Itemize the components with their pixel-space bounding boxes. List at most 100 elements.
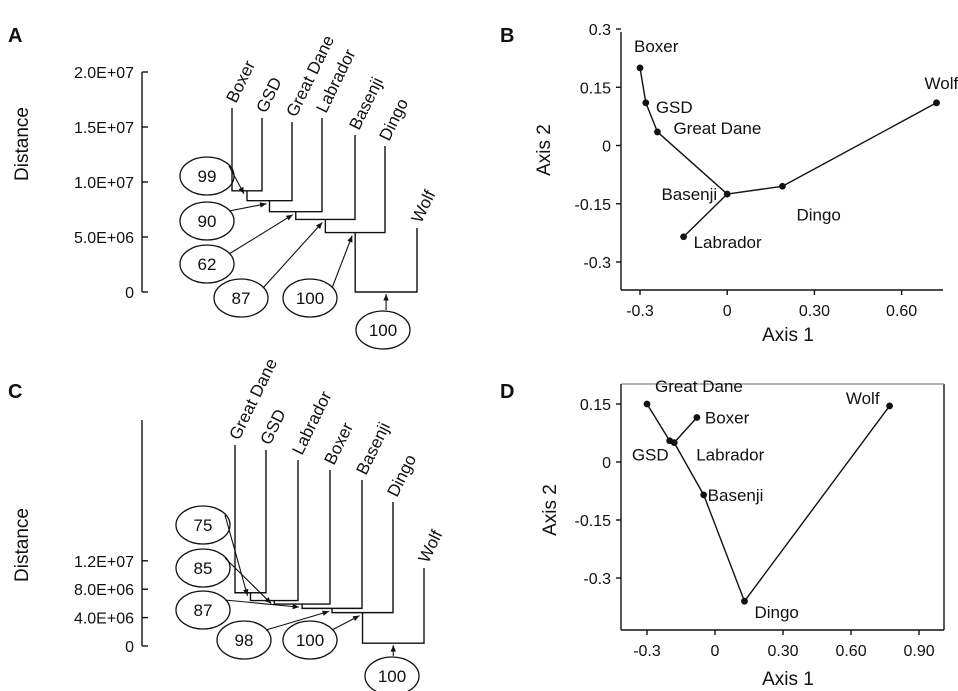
panel-c-bootstrap-arrowhead xyxy=(352,615,360,622)
panel-b-point-label-gsd: GSD xyxy=(656,98,693,117)
panel-d-edge xyxy=(646,403,671,442)
panel-c-bootstrap-ellipse xyxy=(282,620,338,660)
panel-c-y-tick-label: 8.0E+06 xyxy=(74,582,134,599)
panel-b-x-tick-label: 0 xyxy=(723,303,732,320)
panel-label-c: C xyxy=(8,381,22,403)
panel-b-x-tick-label: -0.3 xyxy=(626,303,654,320)
panel-a-y-tick-label: 0 xyxy=(125,285,134,302)
panel-c-bootstrap-ellipse xyxy=(175,590,231,630)
panel-a-branch xyxy=(246,122,293,202)
panel-b-point-label-labrador: Labrador xyxy=(694,233,762,252)
panel-d-x-axis-title: Axis 1 xyxy=(762,669,814,690)
panel-c-bootstrap-arrow xyxy=(265,610,330,631)
panel-c-bootstrap-arrowhead xyxy=(264,597,272,604)
panel-a-branch xyxy=(231,108,263,192)
panel-a-bootstrap-arrowhead xyxy=(316,222,323,230)
panel-c-bootstrap-arrow xyxy=(224,599,300,608)
panel-c-bootstrap-ellipse xyxy=(364,656,420,691)
panel-a-leaf-label-boxer: Boxer xyxy=(223,57,260,106)
panel-a-bootstrap-value: 100 xyxy=(296,289,324,308)
panel-d-point-label-great-dane: Great Dane xyxy=(655,377,743,396)
panel-c-y-axis-title: Distance xyxy=(12,508,33,582)
panel-b-x-axis-title: Axis 1 xyxy=(762,325,814,346)
panel-b-y-tick-label: 0.3 xyxy=(589,22,611,39)
panel-a-y-tick-label: 1.5E+07 xyxy=(74,120,134,137)
panel-b-point-great-dane xyxy=(654,128,661,136)
panel-b-edge xyxy=(782,102,937,187)
panel-c-branch xyxy=(234,445,267,594)
panel-c-leaf-label-gsd: GSD xyxy=(257,406,290,447)
panel-b-point-label-boxer: Boxer xyxy=(634,37,679,56)
panel-a-bootstrap-value: 90 xyxy=(198,212,217,231)
panel-d-point-label-labrador: Labrador xyxy=(696,446,764,465)
panel-c-y-tick-label: 4.0E+06 xyxy=(74,611,134,628)
panel-b-point-label-dingo: Dingo xyxy=(796,205,840,224)
panel-d-y-tick-label: -0.15 xyxy=(575,513,612,530)
panel-c-bootstrap-arrowhead xyxy=(390,645,396,652)
panel-d-point-labrador xyxy=(670,439,678,447)
panel-c-bootstrap-ellipse xyxy=(175,505,231,545)
panel-a-bootstrap-value: 62 xyxy=(198,255,217,274)
panel-d-y-tick-label: 0.15 xyxy=(580,397,611,414)
panel-a-bootstrap-ellipse xyxy=(355,310,411,350)
panel-label-b: B xyxy=(500,25,514,47)
panel-b-point-boxer xyxy=(636,64,644,72)
panel-d-x-tick-label: 0 xyxy=(711,643,720,660)
panel-a-branch xyxy=(295,135,356,221)
panel-a-bootstrap-ellipse xyxy=(213,278,269,318)
panel-d-point-label-gsd: GSD xyxy=(632,446,669,465)
panel-b-edge xyxy=(639,67,647,103)
panel-d-point-dingo xyxy=(741,597,748,605)
panel-c-bootstrap-ellipse xyxy=(216,620,272,660)
panel-a-bootstrap-ellipse xyxy=(179,244,235,284)
panel-d-x-tick-label: -0.3 xyxy=(633,643,661,660)
panel-d-x-tick-label: 0.30 xyxy=(767,643,798,660)
panel-a-bootstrap-ellipse xyxy=(282,278,338,318)
panel-a-bootstrap-value: 99 xyxy=(198,167,217,186)
panel-d-point-boxer xyxy=(693,414,701,421)
panel-d-point-basenji xyxy=(700,491,708,499)
panel-b-point-label-wolf: Wolf xyxy=(925,74,958,93)
panel-c-bootstrap-ellipse xyxy=(175,548,231,588)
panel-c-y-tick-label: 1.2E+07 xyxy=(74,554,134,571)
panel-c-bootstrap-value: 100 xyxy=(296,631,324,650)
panel-c-bootstrap-arrowhead xyxy=(243,588,249,596)
panel-d-ordination: 0.15 0 -0.15 -0.3 -0.3 0 0.30 0.60 0.90 Axis 1 Axi… xyxy=(540,377,945,690)
panel-d-edge xyxy=(743,405,891,602)
panel-b-y-tick-label: 0.15 xyxy=(580,80,611,97)
panel-c-bootstrap-arrowhead xyxy=(292,603,300,610)
panel-b-edge xyxy=(645,102,659,133)
panel-label-a: A xyxy=(8,25,22,47)
panel-d-point-label-boxer: Boxer xyxy=(705,409,750,428)
panel-a-y-tick-label: 1.0E+07 xyxy=(74,175,134,192)
panel-a-bootstrap-value: 87 xyxy=(232,289,251,308)
panel-d-point-label-dingo: Dingo xyxy=(754,603,798,622)
panel-d-x-tick-label: 0.90 xyxy=(903,643,934,660)
panel-a-bootstrap-arrowhead xyxy=(285,214,293,221)
panel-a-branch xyxy=(354,228,418,293)
panel-b-point-labrador xyxy=(680,233,688,241)
panel-d-x-tick-label: 0.60 xyxy=(835,643,866,660)
panel-a-leaf-label-wolf: Wolf xyxy=(408,187,440,226)
panel-d-y-tick-label: -0.3 xyxy=(583,571,611,588)
panel-c-bootstrap-value: 85 xyxy=(194,559,213,578)
panel-d-point-great-dane xyxy=(643,400,651,408)
panel-a-bootstrap-arrow xyxy=(262,222,323,289)
panel-a-y-tick-label: 5.0E+06 xyxy=(74,230,134,247)
panel-b-x-tick-label: 0.60 xyxy=(886,303,917,320)
panel-b-ordination: 0.3 0.15 0 -0.15 -0.3 -0.3 0 0.30 0.60 Axis 1 Axis… xyxy=(534,22,958,346)
panel-c-bootstrap-value: 100 xyxy=(378,667,406,686)
panel-d-edge xyxy=(703,494,746,602)
panel-c-branch xyxy=(301,480,363,610)
panel-a-leaf-label-gsd: GSD xyxy=(253,74,286,115)
panel-c-leaf-label-wolf: Wolf xyxy=(415,527,447,566)
panel-d-y-axis-title: Axis 2 xyxy=(540,484,561,536)
panel-d-point-label-wolf: Wolf xyxy=(846,389,880,408)
panel-b-point-wolf xyxy=(933,99,940,107)
panel-a-bootstrap-arrowhead xyxy=(383,294,389,301)
panel-b-edge xyxy=(727,185,783,195)
panel-b-x-tick-label: 0.30 xyxy=(799,303,830,320)
panel-a-bootstrap-arrow xyxy=(228,214,294,255)
panel-d-y-tick-label: 0 xyxy=(602,455,611,472)
